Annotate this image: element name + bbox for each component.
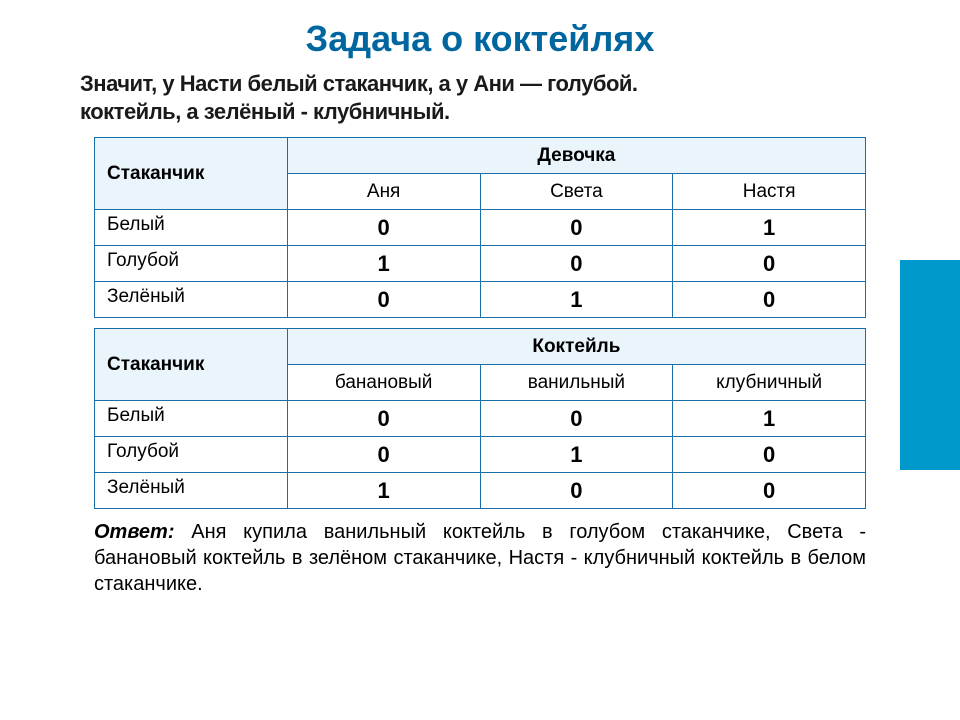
t2-col-2: клубничный (673, 365, 866, 401)
answer-block: Ответ: Аня купила ванильный коктейль в г… (94, 519, 866, 597)
t2-r1-label: Голубой (95, 437, 288, 473)
page-title: Задача о коктейлях (70, 18, 890, 60)
t1-corner: Стаканчик (95, 138, 288, 210)
t2-r1c2: 0 (673, 437, 866, 473)
t1-r0-label: Белый (95, 210, 288, 246)
slide: Задача о коктейлях Значит, у Насти белый… (0, 0, 960, 597)
t2-r2c1: 0 (480, 473, 673, 509)
t1-r2c2: 0 (673, 282, 866, 318)
t2-r0c1: 0 (480, 401, 673, 437)
t2-col-1: ванильный (480, 365, 673, 401)
answer-text: Аня купила ванильный коктейль в голубом … (94, 521, 866, 595)
t2-group-header: Коктейль (287, 329, 865, 365)
answer-label: Ответ: (94, 521, 175, 543)
table-cocktails: Стаканчик Коктейль банановый ванильный к… (94, 328, 866, 509)
t1-r2c0: 0 (287, 282, 480, 318)
t2-r2c0: 1 (287, 473, 480, 509)
t2-r1c0: 0 (287, 437, 480, 473)
t1-col-2: Настя (673, 174, 866, 210)
problem-line-2: коктейль, а зелёный - клубничный. (80, 99, 450, 124)
t1-col-1: Света (480, 174, 673, 210)
problem-line-1: Значит, у Насти белый стаканчик, а у Ани… (80, 71, 638, 96)
t1-r0c1: 0 (480, 210, 673, 246)
t2-col-0: банановый (287, 365, 480, 401)
t2-r0c2: 1 (673, 401, 866, 437)
t1-r1c0: 1 (287, 246, 480, 282)
t1-r0c0: 0 (287, 210, 480, 246)
t1-group-header: Девочка (287, 138, 865, 174)
t1-r2c1: 1 (480, 282, 673, 318)
problem-text: Значит, у Насти белый стаканчик, а у Ани… (70, 70, 890, 125)
t1-r1c2: 0 (673, 246, 866, 282)
t2-r1c1: 1 (480, 437, 673, 473)
t2-r2c2: 0 (673, 473, 866, 509)
t2-r0-label: Белый (95, 401, 288, 437)
t2-r2-label: Зелёный (95, 473, 288, 509)
t1-r0c2: 1 (673, 210, 866, 246)
t1-col-0: Аня (287, 174, 480, 210)
t2-r0c0: 0 (287, 401, 480, 437)
t2-corner: Стаканчик (95, 329, 288, 401)
t1-r2-label: Зелёный (95, 282, 288, 318)
t1-r1-label: Голубой (95, 246, 288, 282)
table-girls: Стаканчик Девочка Аня Света Настя Белый … (94, 137, 866, 318)
accent-bar (900, 260, 960, 470)
t1-r1c1: 0 (480, 246, 673, 282)
